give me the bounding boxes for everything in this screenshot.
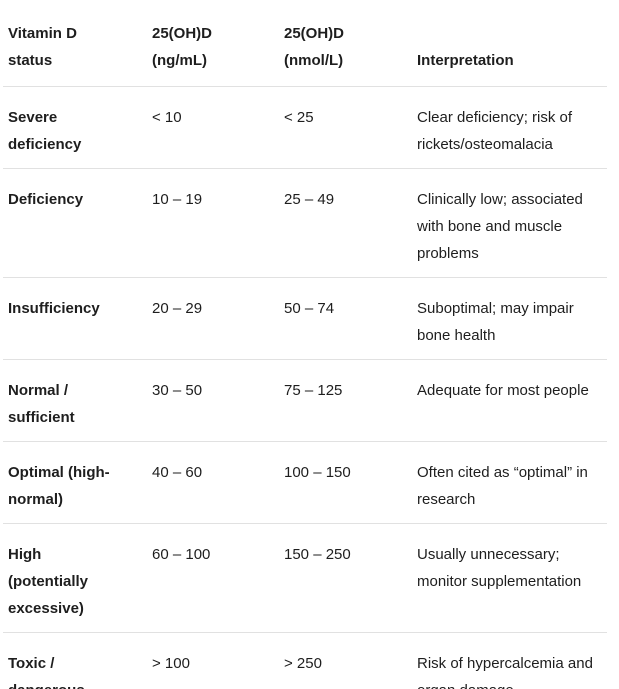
table-row-optimal-high-normal: Optimal (high-normal) 40 – 60 100 – 150 … [3,441,607,524]
cell-ng-ml: 40 – 60 [152,441,284,524]
header-row: Vitamin D status 25(OH)D (ng/mL) 25(OH)D… [3,0,607,87]
cell-nmol-l: 50 – 74 [284,277,417,360]
header-25ohd-nmol-l: 25(OH)D (nmol/L) [284,0,417,87]
cell-nmol-l: 75 – 125 [284,359,417,442]
table-row-severe-deficiency: Severe deficiency < 10 < 25 Clear defici… [3,86,607,169]
header-vitamin-d-status: Vitamin D status [3,0,152,87]
cell-nmol-l: < 25 [284,86,417,169]
cell-ng-ml: 30 – 50 [152,359,284,442]
table-body: Severe deficiency < 10 < 25 Clear defici… [3,86,607,689]
cell-ng-ml: > 100 [152,655,190,672]
cell-ng-ml: 10 – 19 [152,168,284,278]
header-25ohd-ng-ml: 25(OH)D (ng/mL) [152,0,284,87]
cell-ng-ml: < 10 [152,86,284,169]
cell-interpretation: Risk of hypercalcemia and organ damage [417,655,593,689]
cell-ng-ml: 60 – 100 [152,523,284,633]
cell-interpretation: Suboptimal; may impair bone health [417,277,607,360]
header-interpretation: Interpretation [417,0,607,87]
table-row-insufficiency: Insufficiency 20 – 29 50 – 74 Suboptimal… [3,277,607,360]
cell-status: Optimal (high-normal) [3,441,152,524]
cell-interpretation: Clinically low; associated with bone and… [417,168,607,278]
cell-nmol-l: > 250 [284,655,322,672]
cell-interpretation: Usually unnecessary; monitor supplementa… [417,523,607,633]
cell-status: Severe deficiency [3,86,152,169]
cell-status: Toxic / dangerous [8,655,85,689]
cell-ng-ml: 20 – 29 [152,277,284,360]
cell-status: Normal / sufficient [3,359,152,442]
cell-interpretation: Clear deficiency; risk of rickets/osteom… [417,86,607,169]
cell-nmol-l: 100 – 150 [284,441,417,524]
cell-interpretation: Often cited as “optimal” in research [417,441,607,524]
cell-interpretation: Adequate for most people [417,359,607,442]
cell-status: Deficiency [3,168,152,278]
vitamin-d-status-table: Vitamin D status 25(OH)D (ng/mL) 25(OH)D… [3,0,607,689]
cell-status: Insufficiency [3,277,152,360]
cell-status: High (potentially excessive) [3,523,152,633]
table-row-high-potentially-excessive: High (potentially excessive) 60 – 100 15… [3,523,607,633]
cell-nmol-l: 25 – 49 [284,168,417,278]
table-row-normal-sufficient: Normal / sufficient 30 – 50 75 – 125 Ade… [3,359,607,442]
table-row-deficiency: Deficiency 10 – 19 25 – 49 Clinically lo… [3,168,607,278]
table-row-toxic-dangerous: Toxic / dangerous > 100 > 250 Risk of hy… [3,633,607,689]
table-header: Vitamin D status 25(OH)D (ng/mL) 25(OH)D… [3,0,607,87]
cell-nmol-l: 150 – 250 [284,523,417,633]
